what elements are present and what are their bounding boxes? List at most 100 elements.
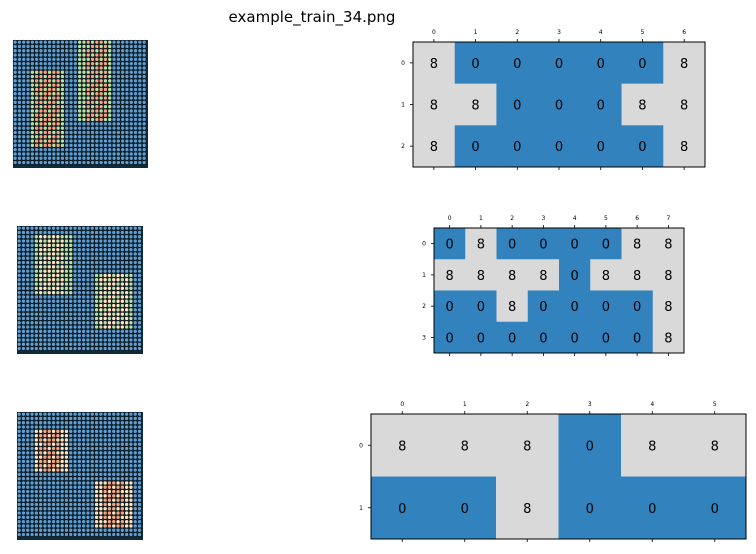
bead [94,104,100,109]
cell-value: 8 [430,57,438,72]
bead [115,316,121,321]
bead [25,234,31,240]
bead [55,251,61,257]
bead [59,298,65,304]
bead [16,429,22,434]
bead [107,234,112,240]
bead [111,138,117,144]
bead [128,497,134,503]
bead [132,281,138,287]
cell-value: 0 [633,300,641,315]
bead [21,433,26,438]
bead [94,91,100,97]
bead [55,523,61,529]
bead [51,134,57,140]
bead [51,260,56,265]
bead [85,450,91,456]
bead [64,268,69,274]
bead [46,489,52,494]
bead [38,151,44,157]
bead [42,298,48,304]
bead [94,69,100,75]
bead [103,39,108,45]
bead [51,225,56,231]
bead [124,411,129,417]
bead [29,281,35,287]
bead [73,108,78,114]
bead [29,502,35,507]
bead [34,433,39,438]
bead [81,138,87,144]
bead [137,441,142,447]
bead [107,255,112,261]
bead [137,134,143,140]
bead [81,311,86,317]
bead [77,493,82,499]
bead [29,337,35,343]
bead [34,484,39,490]
bead [64,316,69,321]
bead [34,78,39,84]
bead [55,459,61,464]
bead [64,134,70,140]
bead [141,138,147,144]
bead [60,100,65,105]
cell-value: 0 [513,140,521,155]
bead [85,117,91,122]
bead [77,510,82,516]
bead [77,298,82,304]
bead [59,277,65,283]
bead [132,230,138,235]
bead [141,108,147,114]
bead [115,320,121,326]
bead [132,416,138,421]
bead [34,527,39,533]
bead [132,450,138,456]
bead [73,87,78,92]
bead [141,125,147,131]
bead [124,108,130,114]
bead [90,74,95,79]
bead [51,69,57,75]
bead [98,411,104,417]
cell-value: 8 [664,238,672,253]
bead [98,493,104,499]
bead [25,497,31,503]
bead [102,281,108,287]
bead [59,273,65,278]
bead [89,463,95,469]
bead [111,437,117,443]
bead [111,243,117,248]
bead [120,234,125,240]
bead [85,446,91,451]
bead [25,459,31,464]
bead [111,515,117,520]
bead [64,281,69,287]
bead [64,476,69,481]
bead [137,506,142,512]
bead [94,346,99,351]
bead [59,286,65,291]
bead [25,527,31,533]
bead [89,281,95,287]
bead [94,298,99,304]
bead [128,155,134,161]
bead [128,484,134,490]
bead [68,480,74,486]
bead [77,523,82,529]
bead [137,420,142,426]
bead [111,95,117,101]
bead [16,459,22,464]
bead [107,311,112,317]
bead [81,52,87,58]
bead [90,100,95,105]
bead [98,255,104,261]
bead [25,463,31,469]
bead [128,303,134,308]
bead [98,476,104,481]
bead [51,515,56,520]
bead [77,44,82,49]
cell-value: 0 [638,140,646,155]
bead [89,420,95,426]
bead [133,87,138,92]
